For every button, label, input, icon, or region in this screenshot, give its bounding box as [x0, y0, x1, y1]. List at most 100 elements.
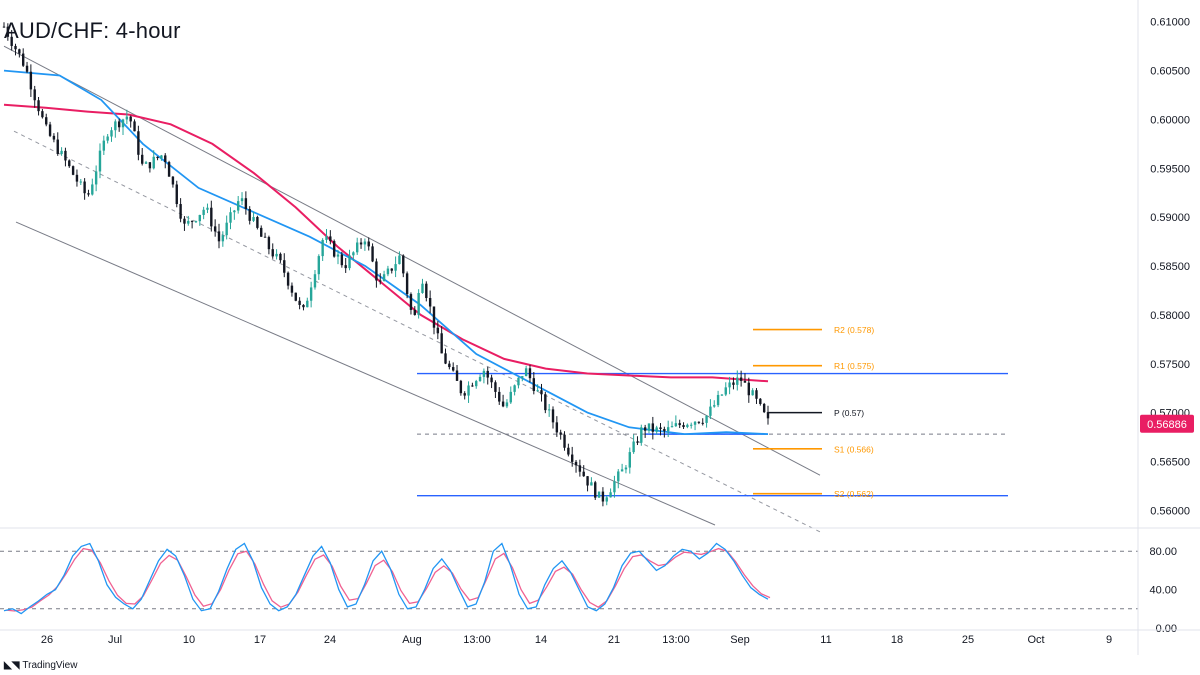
candle-up	[509, 391, 512, 403]
candle-up	[94, 171, 98, 185]
candle-up	[336, 254, 340, 257]
candle-up	[632, 441, 635, 453]
candle-up	[309, 287, 313, 301]
candle-up	[394, 264, 397, 271]
candle-down	[141, 154, 144, 164]
time-axis: 26 Jul 10 17 24 Aug 13:00 14 21 13:00 Sep 11 18 25 Oct…	[0, 629, 1200, 646]
candle-up	[590, 482, 593, 486]
candle-down	[498, 391, 501, 402]
horizontal-levels	[417, 372, 1008, 497]
candle-down	[329, 236, 332, 242]
tradingview-brand[interactable]: ◣◥ TradingView	[4, 660, 77, 671]
candle-up	[597, 491, 601, 498]
candle-down	[10, 36, 13, 46]
candle-down	[659, 427, 662, 429]
candle-down	[290, 285, 294, 293]
candle-down	[432, 306, 436, 328]
candle-up	[221, 235, 225, 242]
candle-down	[578, 465, 582, 472]
candle-up	[114, 121, 117, 131]
candle-down	[256, 217, 259, 228]
candle-down	[732, 382, 735, 385]
candle-down	[682, 425, 685, 428]
pivot-label: S2 (0.562)	[834, 489, 874, 499]
pivot-label: R2 (0.578)	[834, 325, 874, 335]
candle-down	[766, 412, 770, 419]
candle-down	[164, 155, 167, 163]
candle-up	[624, 467, 628, 470]
candle-up	[713, 405, 716, 407]
candle-up	[321, 239, 324, 257]
candle-up	[160, 155, 163, 159]
candle-down	[501, 401, 505, 407]
stoch-tick-label: 0.00	[1156, 623, 1177, 635]
last-price-tag: 0.56886	[1140, 414, 1194, 433]
candle-up	[655, 427, 658, 432]
candle-down	[179, 204, 182, 219]
candle-down	[117, 121, 121, 128]
candle-up	[125, 116, 129, 120]
candle-down	[444, 353, 447, 364]
candle-down	[678, 423, 681, 426]
candle-down	[701, 422, 704, 424]
candle-up	[670, 426, 674, 428]
candle-up	[421, 283, 424, 293]
candle-down	[33, 89, 36, 101]
candle-down	[56, 139, 59, 154]
candle-down	[244, 198, 248, 210]
candle-down	[248, 209, 251, 221]
candle-up	[202, 209, 205, 215]
candle-up	[306, 300, 309, 308]
candle-up	[693, 421, 697, 425]
candle-up	[666, 427, 670, 432]
candle-up	[198, 214, 201, 222]
candle-up	[736, 377, 739, 385]
candle-down	[567, 447, 570, 455]
candle-up	[536, 390, 539, 392]
candle-down	[175, 184, 178, 205]
channel-middle-line	[13, 130, 821, 533]
time-tick-label: Oct	[1027, 634, 1044, 646]
time-tick-label: 18	[891, 634, 903, 646]
candle-down	[367, 241, 370, 247]
last-price-badge	[1140, 414, 1194, 433]
candle-up	[547, 409, 551, 411]
candle-up	[144, 162, 148, 164]
candle-up	[206, 207, 209, 210]
candle-down	[210, 207, 213, 227]
candle-down	[75, 174, 79, 182]
candle-up	[102, 140, 106, 151]
candle-up	[517, 377, 520, 386]
candle-down	[148, 162, 152, 169]
candle-up	[363, 241, 367, 245]
stoch-tick-label: 40.00	[1149, 585, 1177, 597]
candle-up	[313, 274, 317, 288]
candle-up	[91, 184, 94, 195]
candle-up	[110, 130, 113, 137]
candle-down	[574, 461, 578, 466]
time-tick-label: 10	[183, 634, 195, 646]
candle-down	[755, 390, 758, 399]
candle-down	[486, 370, 489, 378]
candle-up	[317, 256, 321, 275]
price-tick-label: 0.58500	[1150, 261, 1190, 273]
time-tick-label: 9	[1106, 634, 1112, 646]
price-tick-label: 0.57500	[1150, 359, 1190, 371]
candle-down	[463, 393, 466, 396]
candle-down	[213, 226, 217, 232]
candle-down	[359, 242, 363, 245]
candle-up	[233, 210, 236, 213]
candle-up	[620, 469, 624, 472]
time-tick-label: 25	[962, 634, 974, 646]
candle-up	[647, 423, 651, 431]
candle-up	[240, 198, 244, 202]
candle-down	[739, 377, 743, 381]
candle-down	[636, 441, 639, 443]
candle-down	[743, 380, 747, 383]
candle-up	[478, 376, 482, 382]
candle-down	[428, 298, 432, 307]
candle-down	[405, 273, 409, 295]
candle-down	[540, 390, 543, 395]
candle-down	[747, 382, 751, 396]
